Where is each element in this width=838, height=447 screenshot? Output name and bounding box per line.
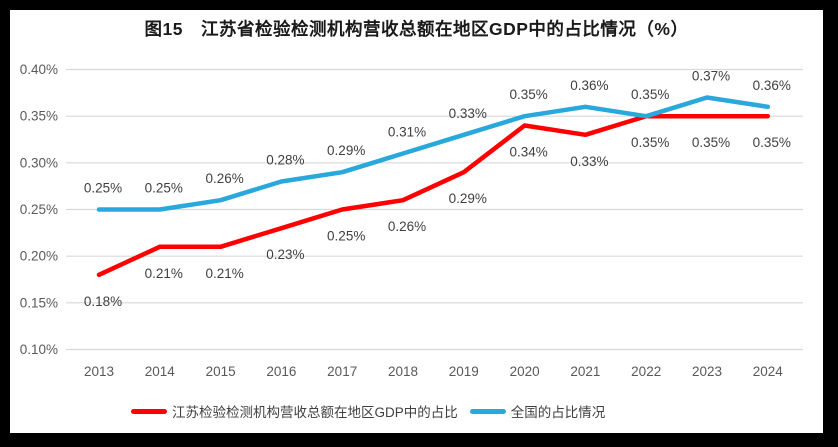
- series-line-national: [96, 95, 771, 212]
- data-label-national: 0.36%: [753, 78, 791, 93]
- x-axis-tick-label: 2021: [570, 364, 600, 379]
- x-axis-tick-label: 2017: [327, 364, 357, 379]
- data-label-jiangsu: 0.21%: [205, 266, 243, 281]
- y-axis-tick-label: 0.20%: [20, 249, 58, 264]
- data-label-jiangsu: 0.35%: [692, 135, 730, 150]
- data-label-jiangsu: 0.35%: [753, 135, 791, 150]
- data-label-jiangsu: 0.35%: [631, 135, 669, 150]
- data-label-jiangsu: 0.21%: [145, 266, 183, 281]
- x-axis-tick-label: 2016: [266, 364, 296, 379]
- x-axis-tick-label: 2020: [510, 364, 540, 379]
- x-axis-tick-label: 2022: [631, 364, 661, 379]
- data-label-jiangsu: 0.25%: [327, 229, 365, 244]
- x-axis-tick-label: 2014: [145, 364, 176, 379]
- data-label-national: 0.37%: [692, 69, 730, 84]
- chart-plot: 0.10% 0.15% 0.20% 0.25% 0.30% 0.35% 0.40% 2013 2…: [20, 62, 803, 379]
- data-label-national: 0.29%: [327, 143, 365, 158]
- chart-title: 图15 江苏省检验检测机构营收总额在地区GDP中的占比情况（%）: [144, 19, 689, 39]
- data-label-jiangsu: 0.26%: [388, 219, 426, 234]
- data-label-national: 0.36%: [570, 78, 608, 93]
- legend-label-national: 全国的占比情况: [510, 405, 606, 420]
- data-label-national: 0.28%: [266, 153, 304, 168]
- legend-swatch-jiangsu: [131, 408, 167, 414]
- y-axis-tick-label: 0.30%: [20, 155, 58, 170]
- y-axis-tick-label: 0.25%: [20, 202, 58, 217]
- data-label-jiangsu: 0.29%: [449, 191, 487, 206]
- legend-swatch-national: [469, 408, 506, 414]
- data-label-national: 0.25%: [145, 181, 183, 196]
- x-axis-tick-label: 2015: [206, 364, 236, 379]
- x-axis-tick-label: 2018: [388, 364, 418, 379]
- x-axis-tick-label: 2013: [84, 364, 114, 379]
- data-label-jiangsu: 0.18%: [84, 294, 122, 309]
- x-axis-tick-label: 2024: [753, 364, 784, 379]
- data-label-national: 0.26%: [205, 171, 243, 186]
- chart-legend: 江苏检验检测机构营收总额在地区GDP中的占比 全国的占比情况: [131, 402, 605, 420]
- y-axis-tick-label: 0.40%: [20, 62, 58, 77]
- chart-panel: 图15 江苏省检验检测机构营收总额在地区GDP中的占比情况（%） 0.10% 0.…: [10, 10, 823, 433]
- data-label-jiangsu: 0.33%: [570, 154, 608, 169]
- data-label-jiangsu: 0.23%: [266, 247, 304, 262]
- data-label-national: 0.31%: [388, 125, 426, 140]
- data-label-national: 0.35%: [631, 87, 669, 102]
- data-label-national: 0.33%: [449, 106, 487, 121]
- data-label-national: 0.35%: [509, 87, 547, 102]
- y-axis-tick-label: 0.10%: [20, 342, 58, 357]
- series-line-jiangsu: [96, 113, 771, 278]
- x-axis-tick-label: 2023: [692, 364, 722, 379]
- data-label-jiangsu: 0.34%: [509, 145, 547, 160]
- legend-label-jiangsu: 江苏检验检测机构营收总额在地区GDP中的占比: [172, 405, 458, 420]
- data-label-national: 0.25%: [84, 181, 122, 196]
- x-axis-tick-label: 2019: [449, 364, 479, 379]
- y-axis-tick-label: 0.35%: [20, 109, 58, 124]
- y-axis-tick-label: 0.15%: [20, 295, 58, 310]
